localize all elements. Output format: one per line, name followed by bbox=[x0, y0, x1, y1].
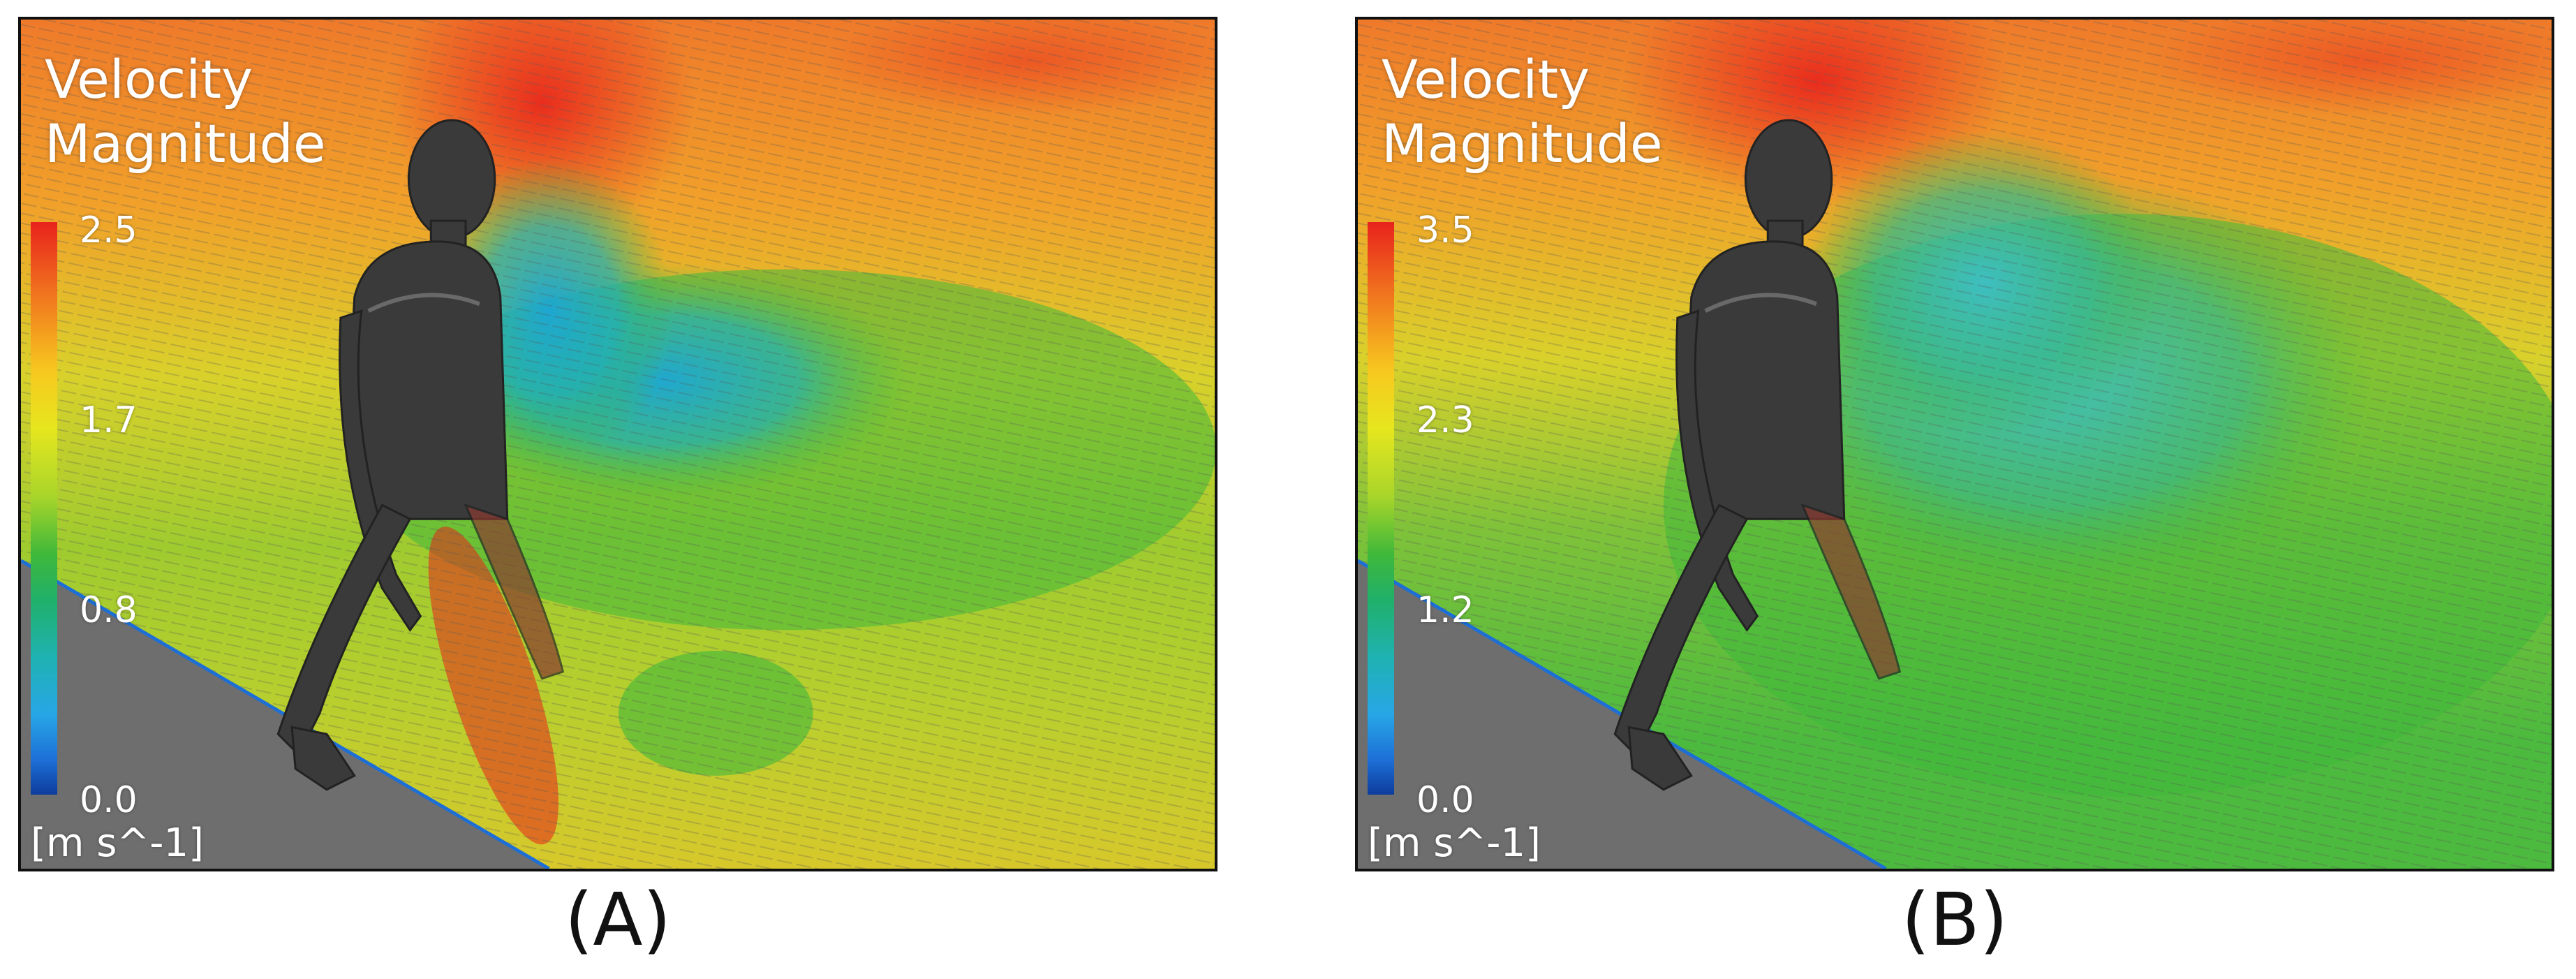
legend-title-line1: Velocity bbox=[45, 48, 253, 110]
flow-visualization-b bbox=[1358, 20, 2552, 869]
colorbar-tick-max: 3.5 bbox=[1416, 209, 1474, 251]
flow-visualization-a bbox=[21, 20, 1215, 869]
colorbar-tick-low: 0.8 bbox=[80, 589, 138, 631]
colorbar-tick-high: 1.7 bbox=[80, 399, 138, 441]
velocity-field-panel-b: Velocity Magnitude 3.5 2.3 1.2 0.0 [m s^… bbox=[1355, 17, 2554, 871]
legend-title: Velocity Magnitude bbox=[1382, 47, 1663, 176]
colorbar-units: [m s^-1] bbox=[31, 820, 204, 866]
panel-caption-b: (B) bbox=[1901, 877, 2008, 962]
legend-title-line1: Velocity bbox=[1382, 48, 1590, 110]
mannequin-b bbox=[1613, 119, 1902, 791]
legend-title-line2: Magnitude bbox=[45, 112, 326, 175]
colorbar-tick-high: 2.3 bbox=[1416, 399, 1474, 441]
velocity-field-panel-a: Velocity Magnitude 2.5 1.7 0.8 0.0 [m s^… bbox=[18, 17, 1217, 871]
colorbar-tick-min: 0.0 bbox=[80, 779, 138, 821]
colorbar bbox=[31, 222, 57, 795]
legend-title-line2: Magnitude bbox=[1382, 112, 1663, 175]
colorbar-tick-min: 0.0 bbox=[1416, 779, 1474, 821]
colorbar-tick-max: 2.5 bbox=[80, 209, 138, 251]
colorbar bbox=[1368, 222, 1394, 795]
colorbar-units: [m s^-1] bbox=[1368, 820, 1541, 866]
colorbar-tick-low: 1.2 bbox=[1416, 589, 1474, 631]
panel-caption-a: (A) bbox=[564, 877, 672, 962]
mannequin-a bbox=[276, 119, 565, 791]
legend-title: Velocity Magnitude bbox=[45, 47, 326, 176]
